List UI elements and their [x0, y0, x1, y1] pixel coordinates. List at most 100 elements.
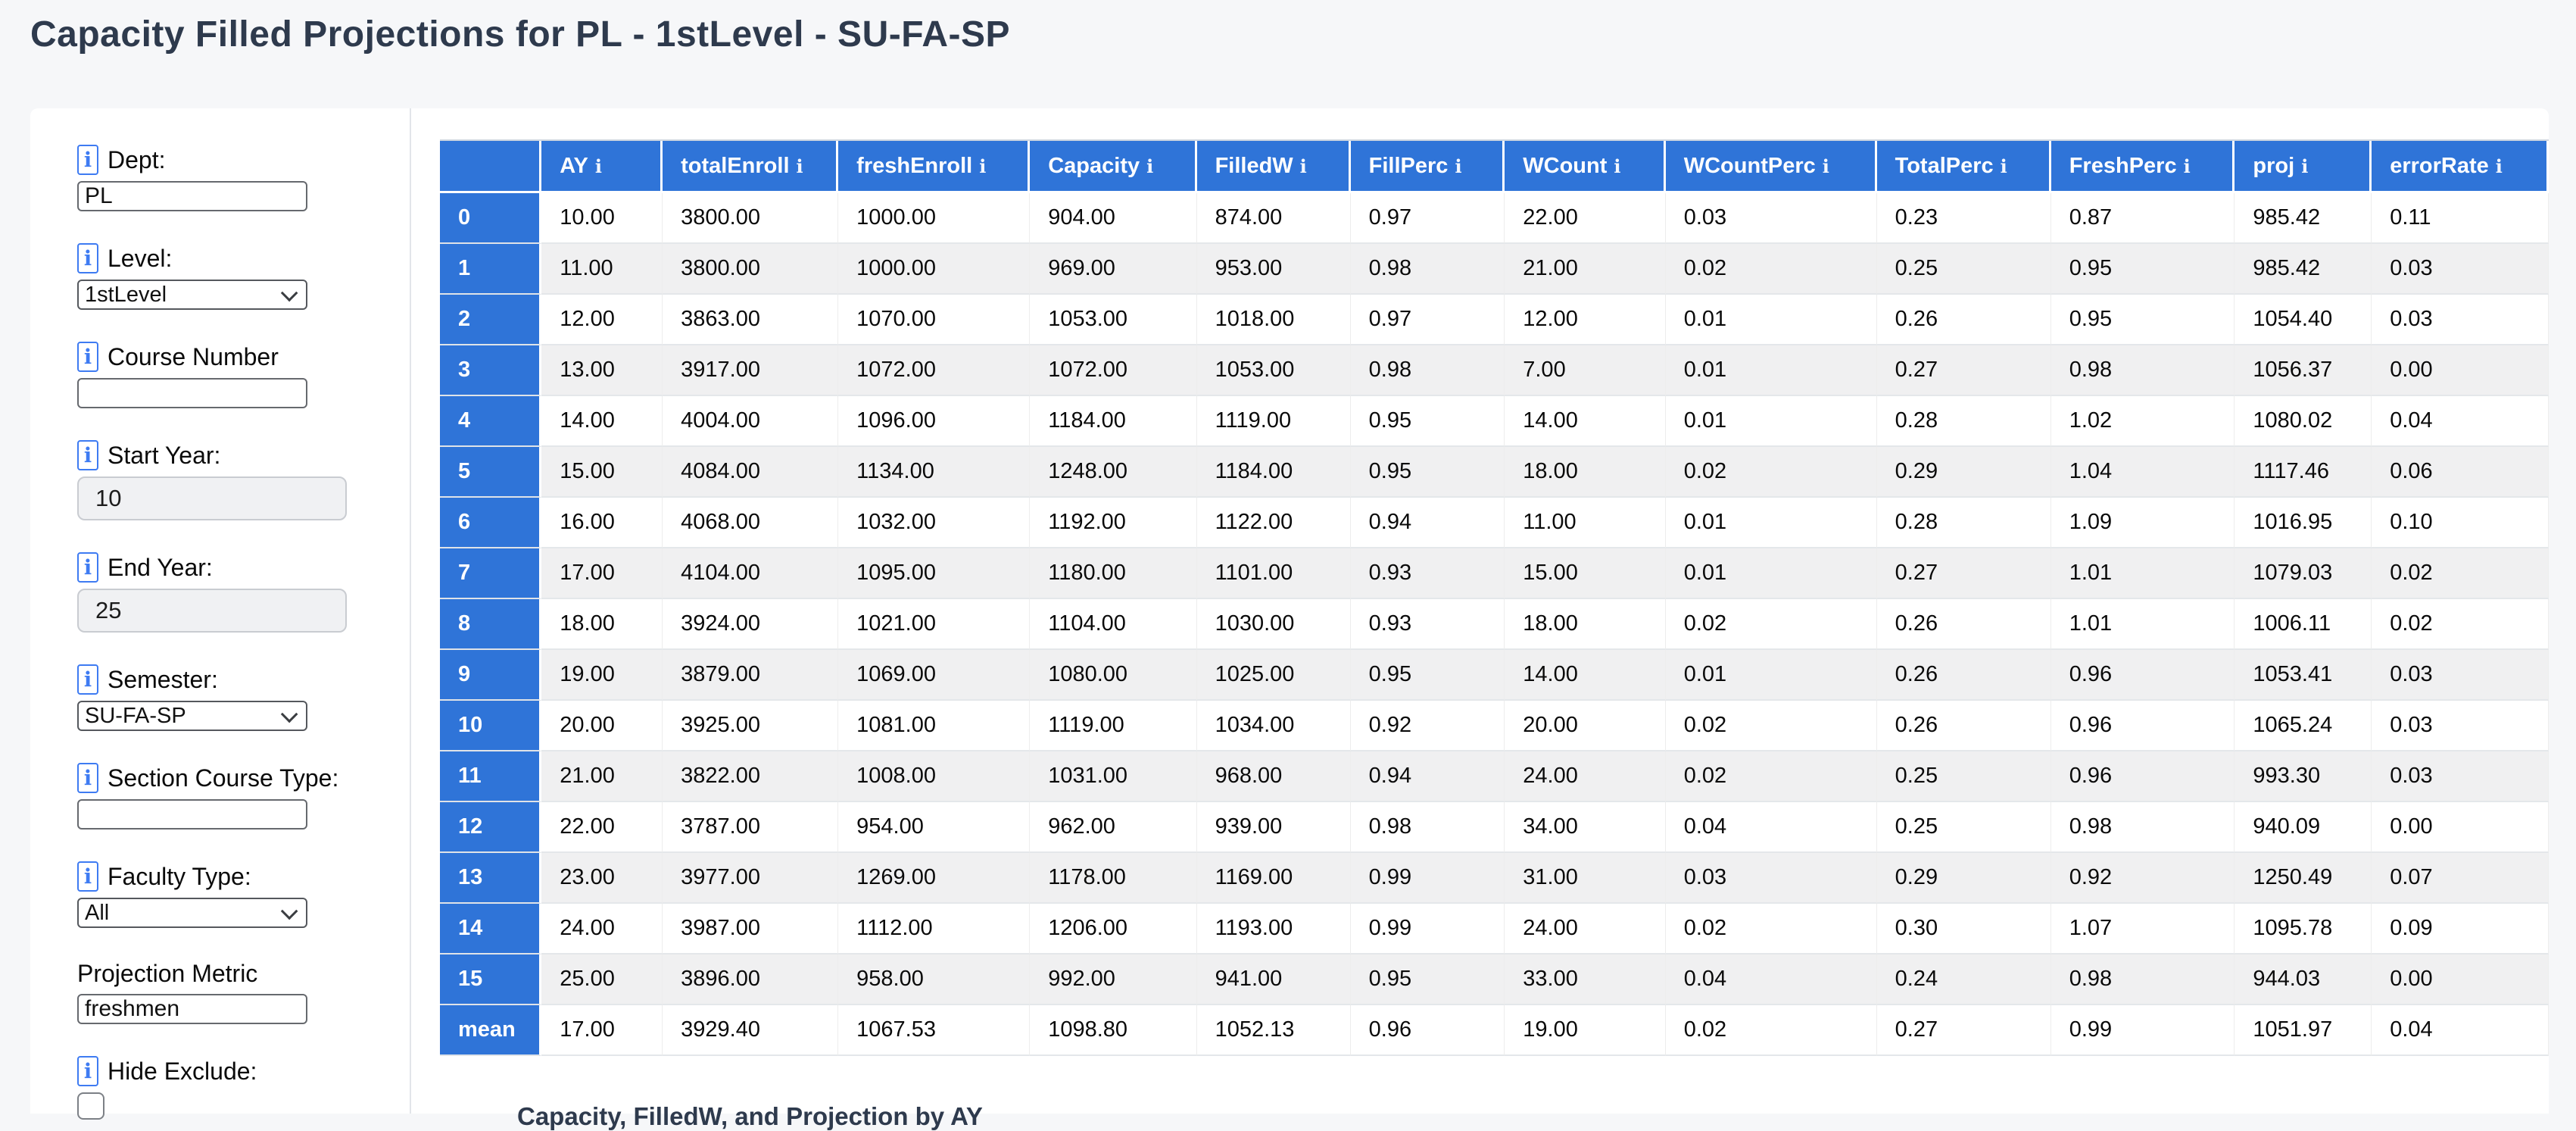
filter-sidebar: i Dept: i Level: 1stLevel i Course Number i Star… [30, 108, 411, 1120]
column-header-proj[interactable]: proj i [2235, 141, 2372, 193]
cell-WCount: 14.00 [1505, 650, 1666, 701]
cell-FilledW: 1169.00 [1196, 853, 1351, 904]
row-index-cell: 12 [440, 802, 542, 853]
row-index-cell: 6 [440, 498, 542, 548]
cell-WCount: 20.00 [1505, 701, 1666, 751]
cell-AY: 10.00 [541, 193, 663, 244]
row-index-cell: 9 [440, 650, 542, 701]
cell-Capacity: 1104.00 [1030, 599, 1197, 650]
cell-errorRate: 0.03 [2372, 650, 2549, 701]
info-icon[interactable]: i [796, 155, 803, 177]
chevron-down-icon [280, 902, 298, 920]
column-header-errorRate[interactable]: errorRate i [2372, 141, 2549, 193]
cell-WCount: 7.00 [1505, 345, 1666, 396]
column-header-TotalPerc[interactable]: TotalPerc i [1876, 141, 2051, 193]
cell-WCountPerc: 0.03 [1665, 193, 1877, 244]
column-header-Capacity[interactable]: Capacity i [1030, 141, 1197, 193]
column-header-WCountPerc[interactable]: WCountPerc i [1665, 141, 1877, 193]
info-icon[interactable]: i [979, 155, 987, 177]
cell-totalEnroll: 3917.00 [663, 345, 839, 396]
column-header-WCount[interactable]: WCount i [1505, 141, 1666, 193]
info-icon[interactable]: i [594, 155, 603, 177]
cell-freshEnroll: 1070.00 [838, 295, 1031, 345]
cell-TotalPerc: 0.26 [1876, 295, 2051, 345]
field-end-year: i End Year: [77, 552, 410, 633]
cell-totalEnroll: 4068.00 [663, 498, 839, 548]
cell-TotalPerc: 0.24 [1876, 954, 2051, 1005]
cell-FilledW: 1184.00 [1196, 447, 1351, 498]
level-select[interactable]: 1stLevel [77, 280, 307, 310]
field-semester: i Semester: SU-FA-SP [77, 664, 410, 731]
faculty-type-select[interactable]: All [77, 898, 307, 928]
info-icon[interactable]: i [77, 145, 98, 175]
info-icon[interactable]: i [2183, 155, 2191, 177]
column-header-FillPerc[interactable]: FillPerc i [1350, 141, 1505, 193]
cell-AY: 15.00 [541, 447, 663, 498]
info-icon[interactable]: i [77, 1056, 98, 1086]
info-icon[interactable]: i [77, 763, 98, 793]
cell-freshEnroll: 1069.00 [838, 650, 1031, 701]
cell-proj: 1054.40 [2235, 295, 2372, 345]
info-icon[interactable]: i [2301, 155, 2309, 177]
table-row-2: 2 12.00 3863.00 1070.00 1053.00 1018.00 0.97 12… [440, 295, 2549, 345]
info-icon[interactable]: i [1146, 155, 1154, 177]
cell-proj: 1079.03 [2235, 548, 2372, 599]
projection-metric-input[interactable] [77, 994, 307, 1024]
level-selected-value: 1stLevel [85, 282, 167, 307]
cell-proj: 1065.24 [2235, 701, 2372, 751]
cell-AY: 17.00 [541, 1005, 663, 1056]
cell-FillPerc: 0.98 [1350, 244, 1505, 295]
info-icon[interactable]: i [77, 552, 98, 583]
end-year-label-row: i End Year: [77, 552, 410, 583]
column-header-label: FilledW [1215, 153, 1293, 178]
table-row-15: 15 25.00 3896.00 958.00 992.00 941.00 0.95 33.0… [440, 954, 2549, 1005]
row-index-cell: 10 [440, 701, 542, 751]
cell-FreshPerc: 0.96 [2051, 751, 2235, 802]
info-icon[interactable]: i [2000, 155, 2007, 177]
hide-exclude-checkbox[interactable] [77, 1092, 104, 1120]
cell-FilledW: 1030.00 [1196, 599, 1351, 650]
info-icon[interactable]: i [1822, 155, 1829, 177]
info-icon[interactable]: i [1614, 155, 1621, 177]
row-index-cell: 5 [440, 447, 542, 498]
cell-proj: 1051.97 [2235, 1005, 2372, 1056]
course-number-input[interactable] [77, 378, 307, 408]
cell-WCountPerc: 0.01 [1665, 396, 1877, 447]
projection-metric-label-row: Projection Metric [77, 960, 410, 988]
cell-WCount: 18.00 [1505, 447, 1666, 498]
cell-freshEnroll: 1008.00 [838, 751, 1031, 802]
cell-Capacity: 962.00 [1030, 802, 1197, 853]
info-icon[interactable]: i [77, 440, 98, 470]
column-header-FreshPerc[interactable]: FreshPerc i [2051, 141, 2235, 193]
info-icon[interactable]: i [2495, 155, 2503, 177]
level-label-row: i Level: [77, 243, 410, 273]
column-header-totalEnroll[interactable]: totalEnroll i [663, 141, 839, 193]
info-icon[interactable]: i [1455, 155, 1462, 177]
field-level: i Level: 1stLevel [77, 243, 410, 310]
column-header-AY[interactable]: AY i [541, 141, 663, 193]
row-index-cell: 13 [440, 853, 542, 904]
cell-totalEnroll: 3787.00 [663, 802, 839, 853]
cell-errorRate: 0.04 [2372, 396, 2549, 447]
semester-select[interactable]: SU-FA-SP [77, 701, 307, 731]
info-icon[interactable]: i [1299, 155, 1307, 177]
cell-WCountPerc: 0.04 [1665, 802, 1877, 853]
info-icon[interactable]: i [77, 243, 98, 273]
section-course-type-input[interactable] [77, 799, 307, 830]
column-header-label: proj [2253, 153, 2295, 178]
cell-AY: 25.00 [541, 954, 663, 1005]
cell-TotalPerc: 0.27 [1876, 345, 2051, 396]
cell-FillPerc: 0.92 [1350, 701, 1505, 751]
column-header-freshEnroll[interactable]: freshEnroll i [838, 141, 1031, 193]
info-icon[interactable]: i [77, 861, 98, 892]
cell-freshEnroll: 954.00 [838, 802, 1031, 853]
info-icon[interactable]: i [77, 664, 98, 695]
cell-errorRate: 0.03 [2372, 751, 2549, 802]
column-header-label: FillPerc [1368, 153, 1449, 178]
info-icon[interactable]: i [77, 342, 98, 372]
column-header-FilledW[interactable]: FilledW i [1196, 141, 1351, 193]
cell-Capacity: 1031.00 [1030, 751, 1197, 802]
table-row-10: 10 20.00 3925.00 1081.00 1119.00 1034.00 0.92 2… [440, 701, 2549, 751]
dept-input[interactable] [77, 181, 307, 211]
cell-FillPerc: 0.95 [1350, 447, 1505, 498]
